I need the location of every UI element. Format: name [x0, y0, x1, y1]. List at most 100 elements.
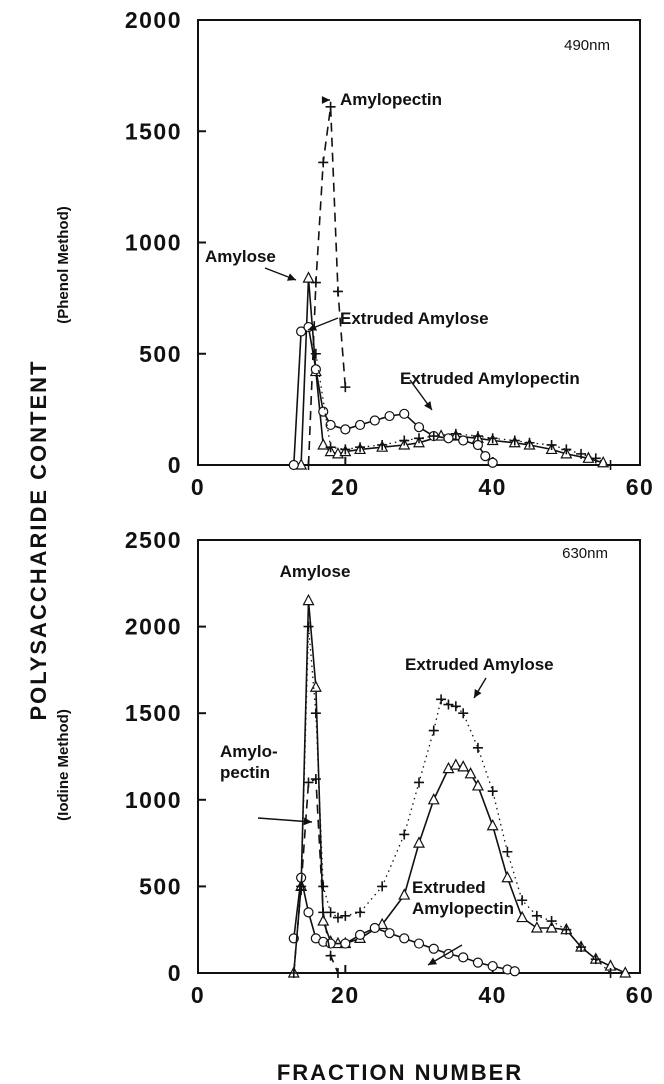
- data-point-circle: [340, 424, 351, 435]
- data-point-plus: [332, 912, 343, 923]
- annotation-label: Extruded Amylopectin: [412, 878, 514, 918]
- data-point-triangle: [449, 758, 462, 770]
- data-point-circle: [369, 922, 380, 934]
- data-point-plus: [288, 968, 299, 978]
- data-point-triangle: [413, 836, 425, 848]
- plot-frame: [197, 19, 641, 466]
- x-tick-label: 20: [331, 474, 360, 500]
- annotation-arrowhead: [287, 273, 296, 281]
- x-tick-label: 0: [191, 474, 205, 500]
- data-point-circle: [310, 364, 321, 375]
- data-point-plus: [502, 846, 513, 857]
- data-point-plus: [487, 433, 498, 444]
- data-point-plus: [325, 950, 336, 961]
- annotation-label: Extruded Amylose: [340, 309, 489, 328]
- data-point-plus: [310, 708, 321, 719]
- data-point-plus: [332, 286, 343, 297]
- data-point-circle: [413, 938, 425, 949]
- annotation-label: Amylopectin: [340, 90, 442, 109]
- data-point-plus: [399, 435, 410, 446]
- data-point-plus: [377, 881, 388, 892]
- plot-frame: [197, 539, 641, 974]
- data-point-plus: [561, 924, 572, 935]
- annotation-arrow: [257, 817, 313, 823]
- data-point-plus: [517, 895, 528, 906]
- annotation-label: Amylose: [280, 562, 351, 581]
- data-point-circle: [458, 435, 469, 446]
- data-point-plus: [310, 348, 321, 359]
- data-point-plus: [318, 881, 329, 892]
- data-point-circle: [399, 933, 410, 944]
- data-point-plus: [443, 699, 454, 710]
- data-point-plus: [355, 907, 366, 918]
- data-point-plus: [340, 382, 351, 393]
- data-point-plus: [590, 453, 601, 464]
- y-tick-label: 1000: [125, 230, 182, 256]
- data-point-plus: [318, 157, 329, 168]
- data-point-plus: [576, 448, 587, 459]
- series-line: [300, 626, 611, 974]
- data-point-plus: [531, 910, 542, 921]
- y-tick-label: 2000: [125, 614, 182, 640]
- annotation-arrowhead: [308, 323, 317, 331]
- x-axis-title: FRACTION NUMBER: [277, 1060, 523, 1084]
- x-tick-label: 60: [626, 474, 655, 500]
- data-point-plus: [546, 439, 557, 450]
- data-point-plus: [524, 437, 535, 448]
- data-point-plus: [472, 742, 483, 753]
- data-point-plus: [303, 460, 314, 470]
- data-point-plus: [399, 829, 410, 840]
- data-point-plus: [414, 433, 424, 444]
- data-point-triangle: [309, 680, 322, 692]
- data-point-plus: [310, 774, 321, 785]
- series-line: [307, 106, 347, 466]
- data-point-circle: [399, 408, 410, 419]
- data-point-circle: [288, 459, 299, 471]
- data-point-plus: [428, 431, 439, 442]
- data-point-circle: [354, 929, 366, 940]
- data-point-triangle: [317, 914, 330, 926]
- y-tick-label: 500: [139, 341, 182, 367]
- y-tick-label: 1500: [125, 700, 182, 726]
- annotation-label: Extruded Amylose: [405, 655, 554, 674]
- data-point-triangle: [427, 793, 440, 805]
- data-point-circle: [509, 966, 520, 977]
- data-point-circle: [340, 938, 351, 949]
- y-axis-title: POLYSACCHARIDE CONTENT: [26, 360, 51, 721]
- data-point-triangle: [486, 818, 499, 831]
- data-point-plus: [450, 701, 461, 712]
- x-tick-label: 20: [331, 982, 360, 1008]
- data-point-triangle: [501, 870, 514, 883]
- data-point-triangle: [545, 921, 558, 933]
- x-tick-label: 60: [626, 982, 655, 1008]
- data-point-circle: [369, 415, 380, 426]
- data-point-plus: [487, 786, 498, 797]
- annotation-arrowhead: [321, 96, 330, 104]
- data-point-plus: [414, 777, 424, 788]
- data-point-plus: [428, 725, 439, 736]
- data-point-plus: [436, 694, 447, 705]
- wavelength-label: 630nm: [562, 545, 608, 562]
- data-point-circle: [354, 419, 366, 431]
- data-point-plus: [325, 101, 336, 112]
- data-point-circle: [318, 406, 329, 417]
- data-point-triangle: [464, 767, 477, 779]
- annotation-arrowhead: [424, 401, 432, 410]
- data-point-plus: [325, 442, 336, 453]
- data-point-plus: [318, 907, 329, 918]
- x-tick-label: 40: [478, 982, 507, 1008]
- y-tick-label: 2500: [125, 527, 182, 553]
- data-point-circle: [413, 422, 425, 433]
- data-point-plus: [561, 444, 572, 455]
- y-tick-label: 0: [168, 452, 182, 478]
- annotation-arrowhead: [428, 957, 437, 965]
- annotation-label: Extruded Amylopectin: [400, 369, 580, 388]
- data-point-plus: [296, 881, 307, 892]
- data-point-triangle: [516, 910, 529, 923]
- data-point-triangle: [471, 779, 484, 791]
- chart-top-490nm: 0 20 40 60 0 500 1000 1500 2000 490nm Amylopectin A…: [125, 7, 655, 500]
- data-point-triangle: [398, 888, 411, 900]
- annotation-arrowhead: [474, 689, 482, 698]
- data-point-circle: [428, 943, 439, 954]
